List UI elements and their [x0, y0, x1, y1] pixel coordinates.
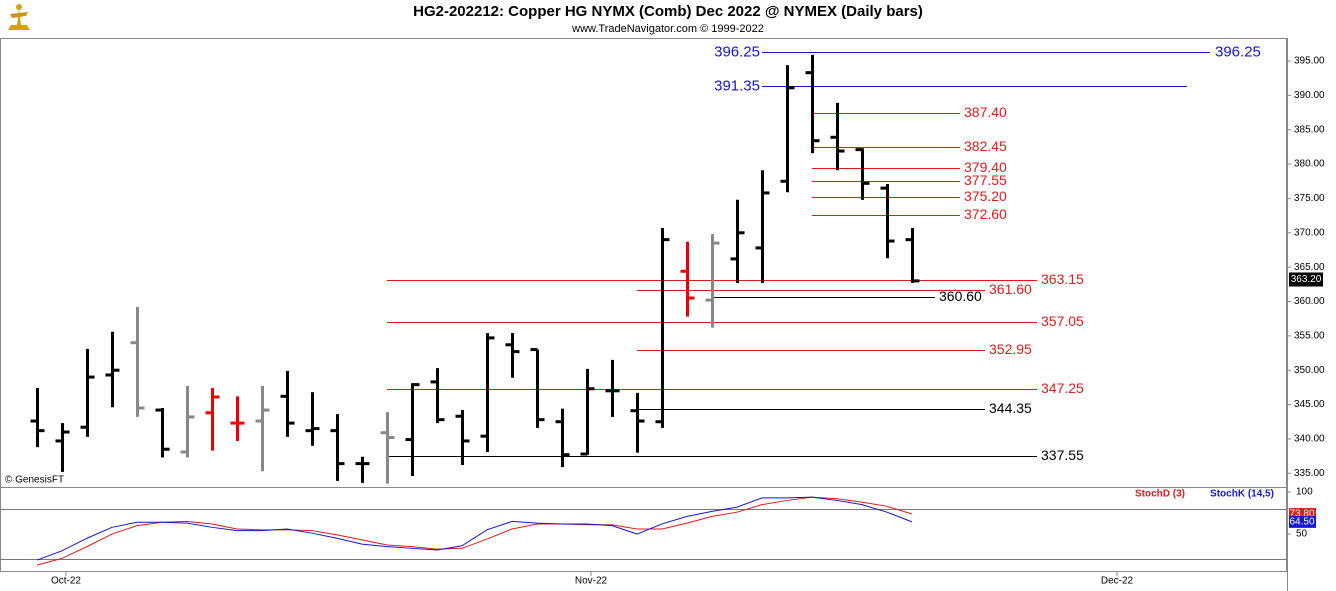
y-tick-label: 50 [1296, 529, 1308, 540]
plot-frame [0, 38, 1287, 572]
last-price-box [1289, 272, 1323, 287]
level-label: 363.15 [1041, 271, 1084, 287]
y-tick-label: 385.00 [1294, 124, 1325, 135]
level-label: 382.45 [964, 138, 1007, 154]
stoch-line [36, 496, 913, 566]
level-label: 391.35 [714, 77, 760, 94]
x-tick-label: Dec-22 [1101, 576, 1134, 587]
y-tick-label: 395.00 [1294, 56, 1325, 67]
chart-title: HG2-202212: Copper HG NYMX (Comb) Dec 20… [413, 3, 923, 20]
y-tick-label: 390.00 [1294, 90, 1325, 101]
y-tick-label: 345.00 [1294, 399, 1325, 410]
y-tick-label: 335.00 [1294, 468, 1325, 479]
y-tick-label: 365.00 [1294, 262, 1325, 273]
legend-label: StochD (3) [1135, 489, 1185, 500]
last-value-label: 73.80 [1289, 509, 1314, 520]
y-tick-label: 370.00 [1294, 227, 1325, 238]
level-label: 372.60 [964, 206, 1007, 222]
level-label: 396.25 [714, 43, 760, 60]
level-label: 337.55 [1041, 447, 1084, 463]
x-tick-label: Oct-22 [51, 576, 81, 587]
y-tick-label: 355.00 [1294, 330, 1325, 341]
logo [8, 4, 30, 30]
level-label: 344.35 [989, 400, 1032, 416]
last-value-label: 64.50 [1289, 516, 1314, 527]
level-label: 375.20 [964, 188, 1007, 204]
legend-label: StochK (14,5) [1210, 489, 1274, 500]
level-label: 387.40 [964, 104, 1007, 120]
y-tick-label: 100 [1296, 487, 1313, 498]
level-label: 379.40 [964, 159, 1007, 175]
level-label: 396.25 [1215, 43, 1261, 60]
level-label: 361.60 [989, 281, 1032, 297]
stoch-line [36, 496, 913, 561]
y-tick-label: 380.00 [1294, 159, 1325, 170]
y-tick-label: 350.00 [1294, 365, 1325, 376]
level-label: 347.25 [1041, 380, 1084, 396]
level-label: 360.60 [939, 288, 982, 304]
last-price-label: 363.20 [1291, 274, 1322, 285]
y-tick-label: 360.00 [1294, 296, 1325, 307]
y-tick-label: 340.00 [1294, 434, 1325, 445]
level-label: 352.95 [989, 341, 1032, 357]
source-note: © GenesisFT [5, 475, 64, 486]
level-label: 357.05 [1041, 313, 1084, 329]
y-tick-label: 375.00 [1294, 193, 1325, 204]
level-label: 377.55 [964, 172, 1007, 188]
last-value-box [1289, 515, 1316, 528]
x-tick-label: Nov-22 [575, 576, 608, 587]
chart-subtitle: www.TradeNavigator.com © 1999-2022 [571, 23, 764, 35]
